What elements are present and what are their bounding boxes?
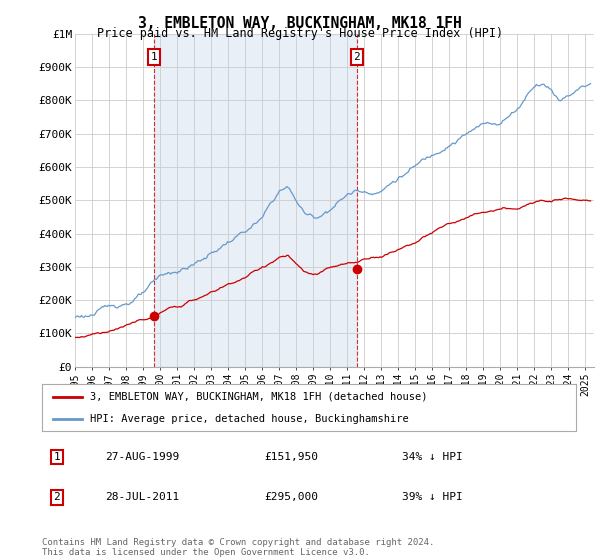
Text: £295,000: £295,000	[264, 492, 318, 502]
Text: Price paid vs. HM Land Registry's House Price Index (HPI): Price paid vs. HM Land Registry's House …	[97, 27, 503, 40]
Text: 1: 1	[151, 52, 158, 62]
Text: 28-JUL-2011: 28-JUL-2011	[105, 492, 179, 502]
Bar	[154, 34, 357, 367]
Text: HPI: Average price, detached house, Buckinghamshire: HPI: Average price, detached house, Buck…	[90, 414, 409, 424]
Text: 1: 1	[53, 452, 61, 462]
Text: 27-AUG-1999: 27-AUG-1999	[105, 452, 179, 462]
Text: £151,950: £151,950	[264, 452, 318, 462]
Text: Contains HM Land Registry data © Crown copyright and database right 2024.
This d: Contains HM Land Registry data © Crown c…	[42, 538, 434, 557]
Text: 2: 2	[353, 52, 361, 62]
Text: 3, EMBLETON WAY, BUCKINGHAM, MK18 1FH: 3, EMBLETON WAY, BUCKINGHAM, MK18 1FH	[138, 16, 462, 31]
Text: 39% ↓ HPI: 39% ↓ HPI	[402, 492, 463, 502]
Text: 3, EMBLETON WAY, BUCKINGHAM, MK18 1FH (detached house): 3, EMBLETON WAY, BUCKINGHAM, MK18 1FH (d…	[90, 392, 428, 402]
Text: 34% ↓ HPI: 34% ↓ HPI	[402, 452, 463, 462]
Text: 2: 2	[53, 492, 61, 502]
